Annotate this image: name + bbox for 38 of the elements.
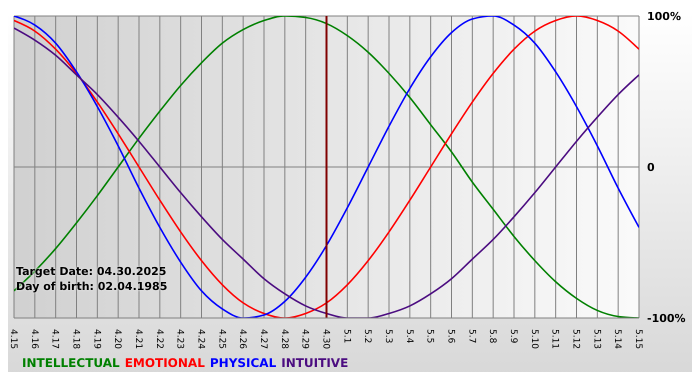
x-tick-label: 5.3 [383, 329, 393, 344]
x-tick-label: 4.15 [8, 329, 18, 350]
x-tick-label: 5.15 [633, 329, 643, 350]
x-tick-label: 5.2 [362, 329, 372, 344]
x-tick-label: 5.8 [487, 329, 498, 344]
text: INTUITIVE [281, 356, 348, 370]
text: INTELLECTUAL [22, 356, 120, 370]
x-tick-label: 5.5 [424, 329, 435, 344]
x-tick-label: 4.22 [154, 329, 164, 350]
text: EMOTIONAL [124, 356, 205, 370]
x-tick-label: 4.19 [91, 329, 102, 350]
y-tick-label: 100% [647, 10, 681, 23]
x-tick-label: 4.20 [112, 329, 122, 350]
y-tick-label: -100% [647, 312, 686, 325]
x-tick-label: 5.1 [341, 329, 352, 344]
x-tick-label: 4.30 [320, 329, 330, 350]
x-tick-label: 4.21 [133, 329, 143, 350]
x-tick-label: 4.26 [237, 329, 248, 350]
x-tick-label: 4.25 [216, 329, 226, 350]
y-tick-label: 0 [647, 160, 655, 174]
x-tick-label: 4.24 [196, 329, 206, 350]
x-tick-label: 5.11 [550, 329, 560, 350]
x-tick-label: 4.29 [300, 329, 310, 350]
x-tick-label: 4.28 [278, 329, 289, 350]
x-tick-label: 4.17 [50, 329, 60, 350]
x-tick-label: 5.7 [466, 329, 476, 344]
x-tick-label: 5.9 [508, 329, 518, 344]
x-tick-label: 4.16 [28, 329, 39, 350]
text: PHYSICAL [210, 356, 276, 370]
x-tick-label: 4.18 [70, 329, 80, 350]
x-tick-label: 5.4 [404, 329, 414, 344]
x-tick-label: 5.12 [570, 329, 580, 350]
x-tick-label: 4.27 [258, 329, 268, 350]
x-tick-label: 5.10 [528, 329, 539, 350]
x-tick-label: 5.14 [612, 329, 622, 350]
x-tick-label: 5.6 [446, 329, 456, 344]
x-tick-label: 4.23 [174, 329, 185, 350]
x-tick-label: 5.13 [591, 329, 602, 350]
